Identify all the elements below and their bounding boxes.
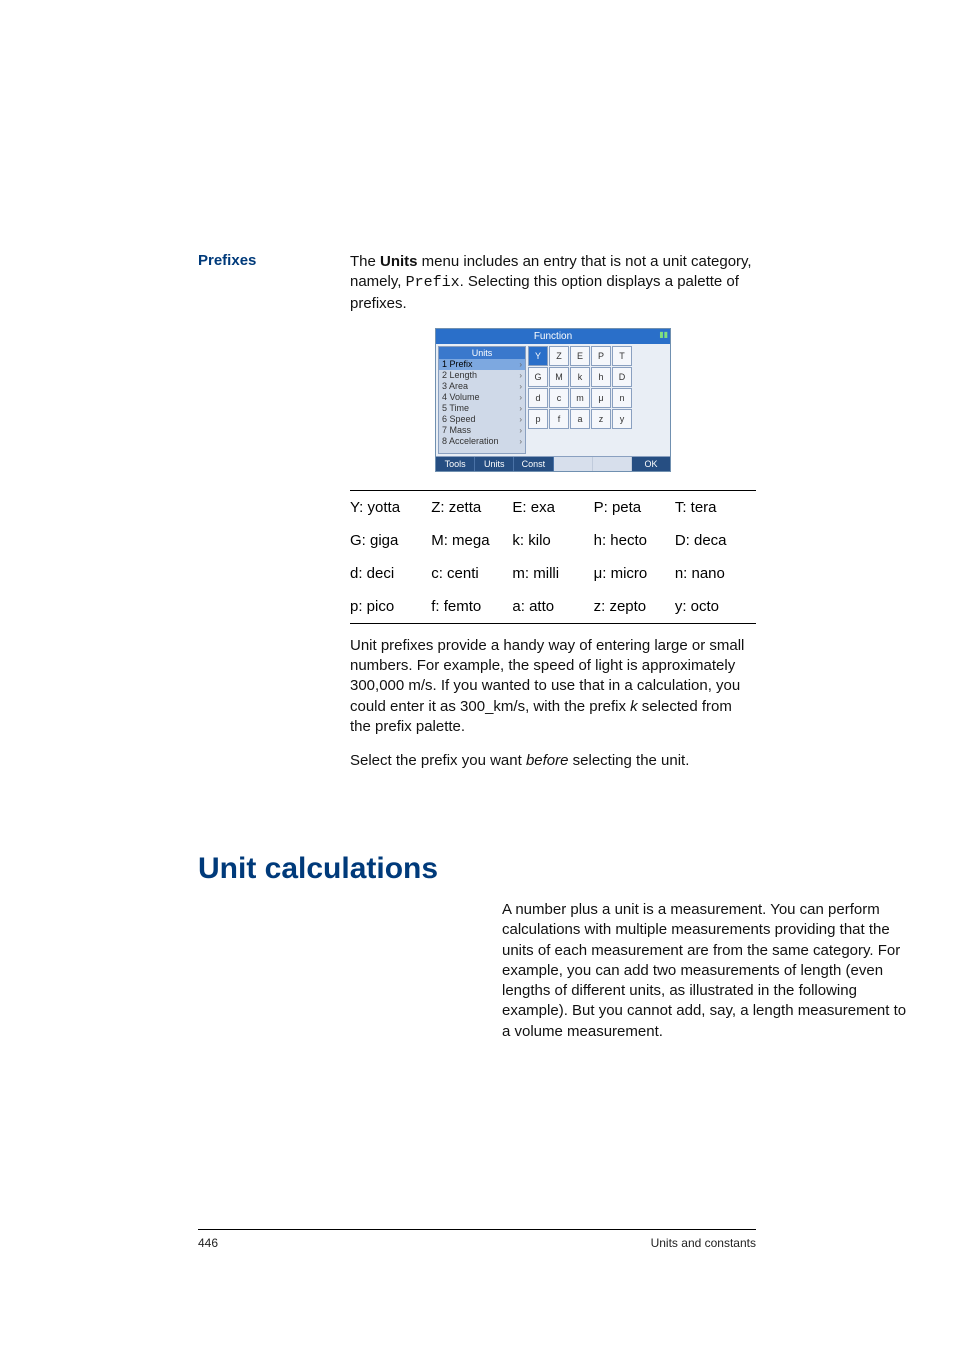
palette-cell[interactable]: c — [549, 388, 569, 408]
softkey-units[interactable]: Units — [475, 457, 514, 471]
palette-cell[interactable]: z — [591, 409, 611, 429]
after-table-p1: Unit prefixes provide a handy way of ent… — [350, 636, 756, 737]
softkey-const[interactable]: Const — [514, 457, 553, 471]
intro-paragraph: The Units menu includes an entry that is… — [350, 252, 756, 314]
palette-cell[interactable]: P — [591, 346, 611, 366]
units-menu-item-label: 1 Prefix — [442, 359, 473, 370]
prefix-table: Y: yottaZ: zettaE: exaP: petaT: teraG: g… — [350, 490, 756, 624]
calculator-screenshot: Function ▮▮ Units 1 Prefix›2 Length›3 Ar… — [435, 328, 671, 472]
chevron-right-icon: › — [519, 425, 522, 436]
prefix-table-cell: m: milli — [512, 565, 593, 582]
palette-cell[interactable]: p — [528, 409, 548, 429]
prefix-table-cell: E: exa — [512, 499, 593, 516]
intro-bold: Units — [380, 253, 418, 270]
side-heading-prefixes: Prefixes — [198, 252, 338, 269]
palette-cell[interactable]: D — [612, 367, 632, 387]
prefix-table-cell: y: octo — [675, 598, 756, 615]
palette-cell[interactable]: G — [528, 367, 548, 387]
prefix-table-row: d: decic: centim: milliμ: micron: nano — [350, 557, 756, 590]
units-menu-item[interactable]: 1 Prefix › — [439, 359, 525, 370]
units-menu-item-label: 4 Volume — [442, 392, 480, 403]
units-menu-title: Units — [439, 347, 525, 359]
chevron-right-icon: › — [519, 381, 522, 392]
softkey-blank — [554, 457, 593, 471]
palette-cell[interactable]: d — [528, 388, 548, 408]
palette-cell[interactable]: M — [549, 367, 569, 387]
units-menu-item-label: 3 Area — [442, 381, 468, 392]
chevron-right-icon: › — [519, 414, 522, 425]
units-menu-item-label: 8 Acceleration — [442, 436, 499, 447]
prefix-table-row: Y: yottaZ: zettaE: exaP: petaT: tera — [350, 491, 756, 524]
footer-title: Units and constants — [651, 1236, 756, 1250]
units-menu-item[interactable]: 4 Volume › — [439, 392, 525, 403]
after-table-p1-ital: k — [630, 698, 638, 715]
palette-cell[interactable]: y — [612, 409, 632, 429]
units-menu-item[interactable]: 7 Mass › — [439, 425, 525, 436]
intro-pre: The — [350, 253, 380, 270]
palette-cell[interactable]: E — [570, 346, 590, 366]
chevron-right-icon: › — [519, 370, 522, 381]
softkey-ok[interactable]: OK — [632, 457, 670, 471]
palette-cell[interactable]: Z — [549, 346, 569, 366]
palette-cell[interactable]: f — [549, 409, 569, 429]
prefix-table-cell: z: zepto — [594, 598, 675, 615]
prefix-table-cell: f: femto — [431, 598, 512, 615]
softkey-blank — [593, 457, 632, 471]
chevron-right-icon: › — [519, 392, 522, 403]
units-menu: Units 1 Prefix › 2 Length › 3 Area › 4 Volume ›… — [438, 346, 526, 454]
palette-cell[interactable]: m — [570, 388, 590, 408]
palette-cell[interactable]: h — [591, 367, 611, 387]
section-heading-unit-calculations: Unit calculations — [198, 852, 438, 886]
units-menu-item[interactable]: 6 Speed › — [439, 414, 525, 425]
palette-cell[interactable]: T — [612, 346, 632, 366]
intro-mono: Prefix — [406, 274, 460, 291]
units-menu-item[interactable]: 8 Acceleration › — [439, 436, 525, 447]
prefix-table-cell: μ: micro — [594, 565, 675, 582]
prefix-table-row: G: gigaM: megak: kiloh: hectoD: deca — [350, 524, 756, 557]
prefix-table-cell: G: giga — [350, 532, 431, 549]
palette-cell[interactable]: k — [570, 367, 590, 387]
units-menu-item-label: 7 Mass — [442, 425, 471, 436]
prefix-table-cell: h: hecto — [594, 532, 675, 549]
units-menu-item-label: 5 Time — [442, 403, 469, 414]
prefix-table-cell: a: atto — [512, 598, 593, 615]
prefix-table-cell: Y: yotta — [350, 499, 431, 516]
section-paragraph: A number plus a unit is a measurement. Y… — [502, 900, 908, 1042]
chevron-right-icon: › — [519, 436, 522, 447]
prefix-table-cell: M: mega — [431, 532, 512, 549]
prefix-table-cell: c: centi — [431, 565, 512, 582]
page-footer: 446 Units and constants — [198, 1229, 756, 1250]
prefix-table-cell: n: nano — [675, 565, 756, 582]
after-table-p2-ital: before — [526, 752, 569, 769]
prefix-table-cell: D: deca — [675, 532, 756, 549]
units-menu-item-label: 2 Length — [442, 370, 477, 381]
prefix-palette: YZEPT GMkhDdcmμn pfazy — [528, 346, 632, 454]
footer-page-number: 446 — [198, 1236, 218, 1250]
chevron-right-icon: › — [519, 359, 522, 370]
units-menu-item[interactable]: 3 Area › — [439, 381, 525, 392]
units-menu-item-label: 6 Speed — [442, 414, 476, 425]
palette-cell[interactable]: Y — [528, 346, 548, 366]
screenshot-title: Function — [534, 331, 572, 342]
prefix-table-cell: k: kilo — [512, 532, 593, 549]
softkey-tools[interactable]: Tools — [436, 457, 475, 471]
palette-cell[interactable]: n — [612, 388, 632, 408]
units-menu-item[interactable]: 5 Time › — [439, 403, 525, 414]
screenshot-titlebar: Function ▮▮ — [436, 329, 670, 344]
prefix-table-cell: Z: zetta — [431, 499, 512, 516]
chevron-right-icon: › — [519, 403, 522, 414]
screenshot-status-icon: ▮▮ — [659, 330, 668, 339]
after-table-p2a: Select the prefix you want — [350, 752, 526, 769]
after-table-p2: Select the prefix you want before select… — [350, 751, 756, 771]
units-menu-item[interactable]: 2 Length › — [439, 370, 525, 381]
prefix-table-cell: d: deci — [350, 565, 431, 582]
softkey-bar: ToolsUnitsConst OK — [436, 456, 670, 471]
palette-cell[interactable]: μ — [591, 388, 611, 408]
prefix-table-cell: p: pico — [350, 598, 431, 615]
prefix-table-row: p: picof: femtoa: attoz: zeptoy: octo — [350, 590, 756, 623]
prefix-table-cell: P: peta — [594, 499, 675, 516]
after-table-p2b: selecting the unit. — [568, 752, 689, 769]
prefix-table-cell: T: tera — [675, 499, 756, 516]
palette-cell[interactable]: a — [570, 409, 590, 429]
